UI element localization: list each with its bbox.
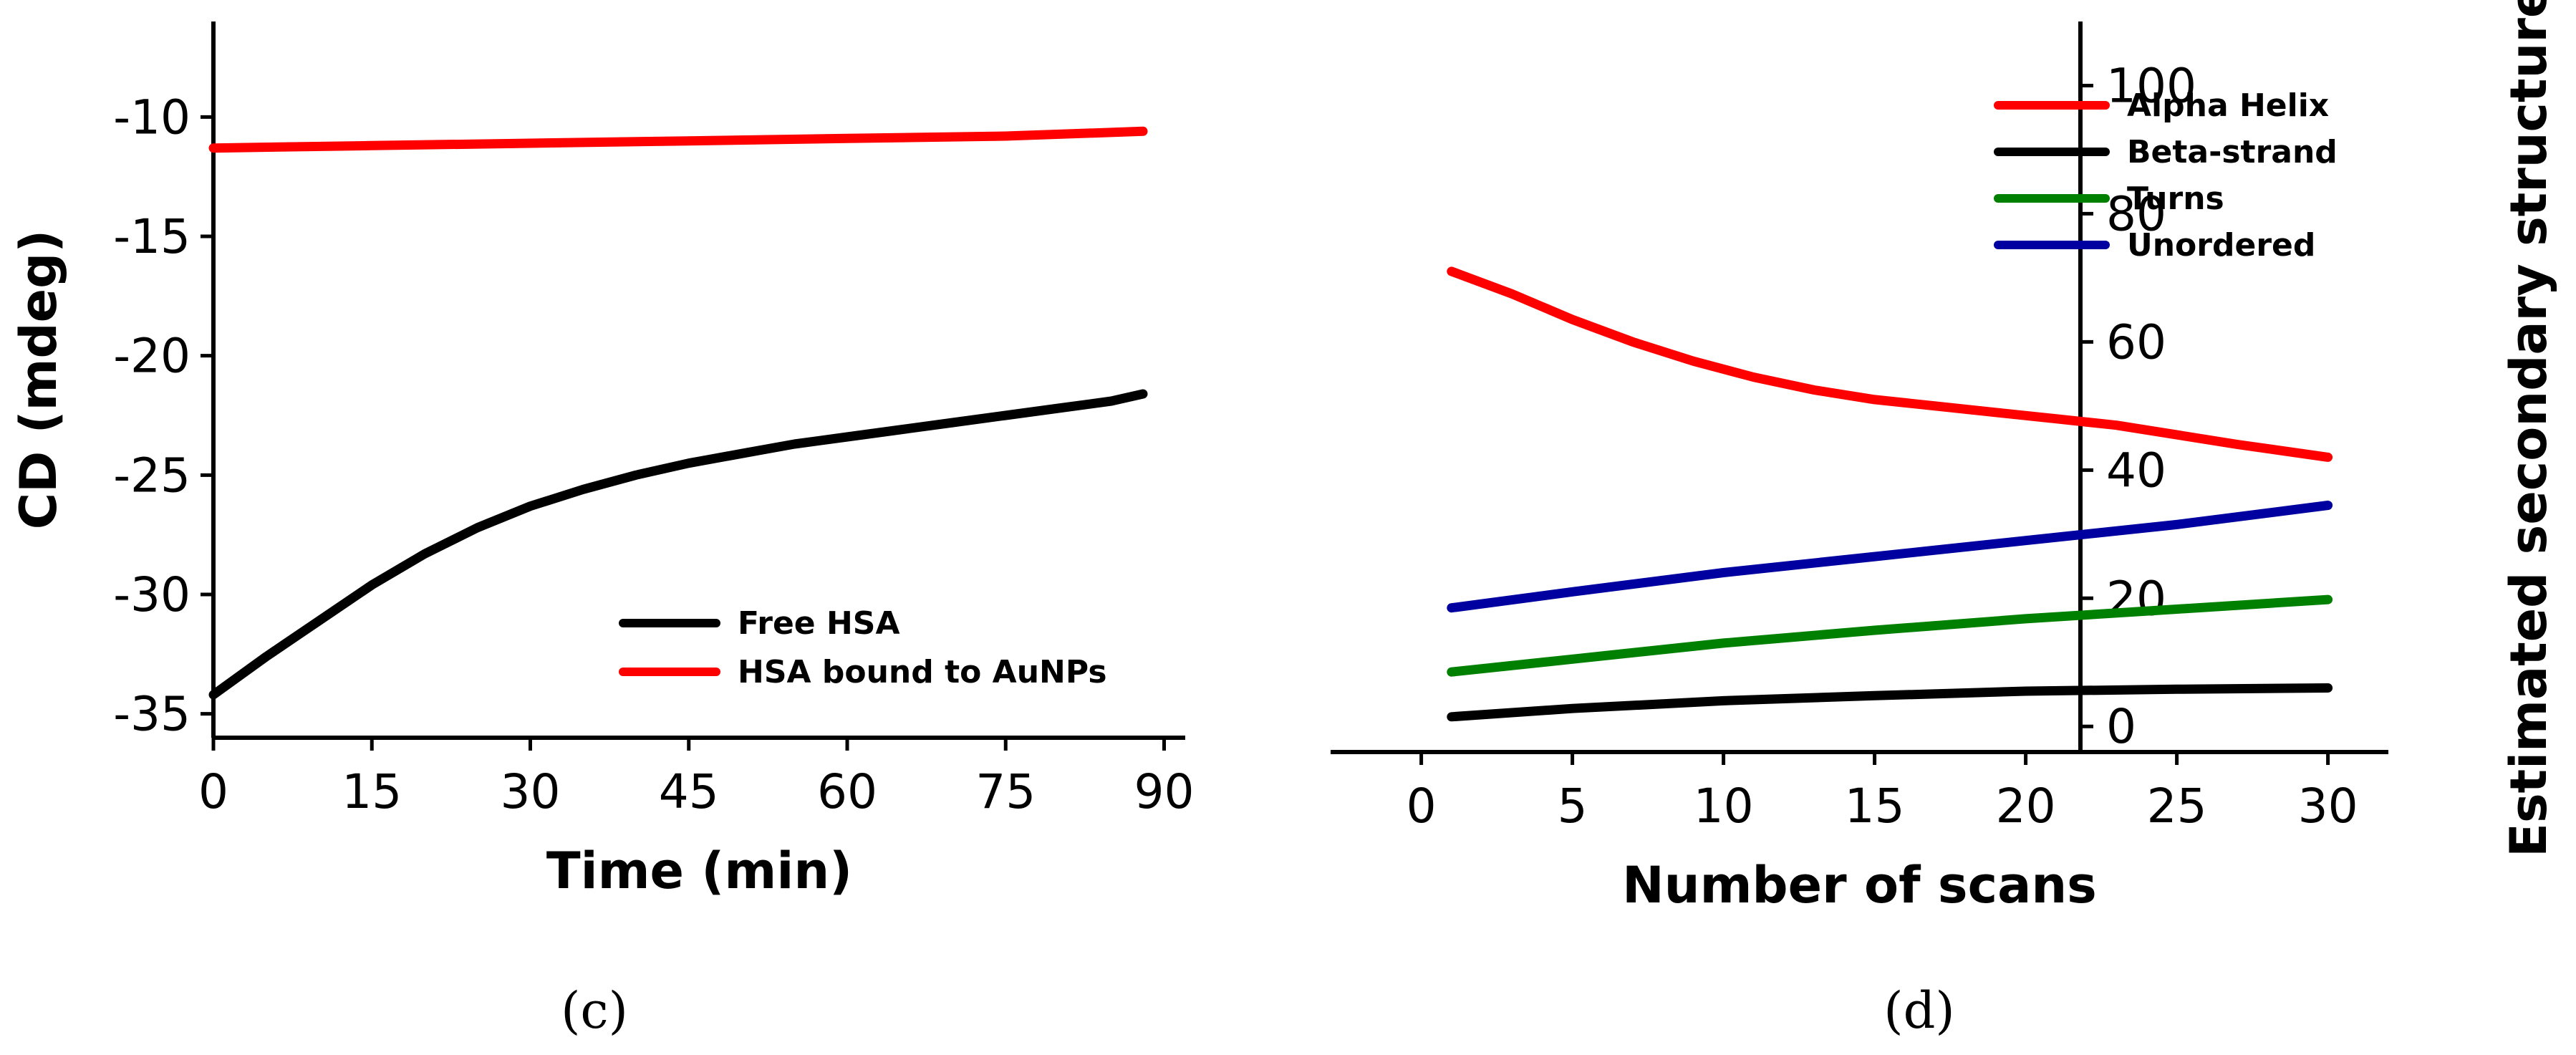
- y-tick-label: -30: [113, 567, 190, 622]
- legend-label: Unordered: [2127, 227, 2315, 264]
- legend-label: HSA bound to AuNPs: [738, 654, 1107, 690]
- y-tick-label: 0: [2106, 699, 2136, 754]
- x-tick-label: 30: [2298, 779, 2358, 834]
- x-tick-label: 10: [1694, 779, 1754, 834]
- legend-label: Alpha Helix: [2127, 87, 2329, 124]
- y-tick-label: -10: [113, 90, 190, 145]
- y-tick-label: 60: [2106, 314, 2166, 370]
- x-tick-label: 45: [659, 764, 719, 819]
- y-tick-label: 20: [2106, 571, 2166, 626]
- panel-label: (d): [1883, 981, 1954, 1040]
- y-tick-label: 80: [2106, 186, 2166, 241]
- legend-label: Turns: [2127, 180, 2224, 217]
- y-tick-label: 100: [2106, 58, 2196, 113]
- series-line-beta-strand: [1447, 683, 2333, 722]
- series-line-hsa-bound-to-aunps: [208, 126, 1148, 153]
- series-line-free-hsa: [208, 389, 1148, 700]
- chart-c: 0 15 30 45 60 75 90 -35 -30 -25 -20 -15 -10 Time (min…: [9, 21, 1194, 1040]
- y-tick-label: 40: [2106, 443, 2166, 498]
- y-axis-label: CD (mdeg): [9, 230, 68, 529]
- panel-label: (c): [561, 981, 628, 1040]
- x-axis-label: Number of scans: [1622, 856, 2097, 915]
- y-tick-label: -20: [113, 329, 190, 384]
- series-line-unordered: [1447, 501, 2333, 613]
- chart-d: 0 5 10 15 20 25 30 0 20 40 60 80 100 Number of scans E…: [1331, 0, 2558, 1040]
- x-tick-label: 0: [198, 764, 228, 819]
- x-axis-label: Time (min): [546, 842, 852, 900]
- x-tick-label: 5: [1558, 779, 1588, 834]
- series-line-turns: [1447, 594, 2333, 677]
- x-tick-label: 15: [1845, 779, 1905, 834]
- x-tick-label: 60: [817, 764, 877, 819]
- x-tick-label: 90: [1134, 764, 1195, 819]
- legend-label: Free HSA: [738, 605, 900, 642]
- y-tick-label: -25: [113, 448, 190, 503]
- y-axis-label: Estimated secondary structure %: [2499, 0, 2558, 857]
- x-tick-label: 0: [1407, 779, 1437, 834]
- legend-label: Beta-strand: [2127, 134, 2338, 170]
- x-tick-label: 25: [2147, 779, 2207, 834]
- x-tick-label: 75: [975, 764, 1036, 819]
- x-tick-label: 20: [1996, 779, 2056, 834]
- y-tick-label: -15: [113, 209, 190, 264]
- x-tick-label: 30: [501, 764, 561, 819]
- x-tick-label: 15: [342, 764, 402, 819]
- y-tick-label: -35: [113, 687, 190, 742]
- series-line-alpha-helix: [1447, 266, 2333, 462]
